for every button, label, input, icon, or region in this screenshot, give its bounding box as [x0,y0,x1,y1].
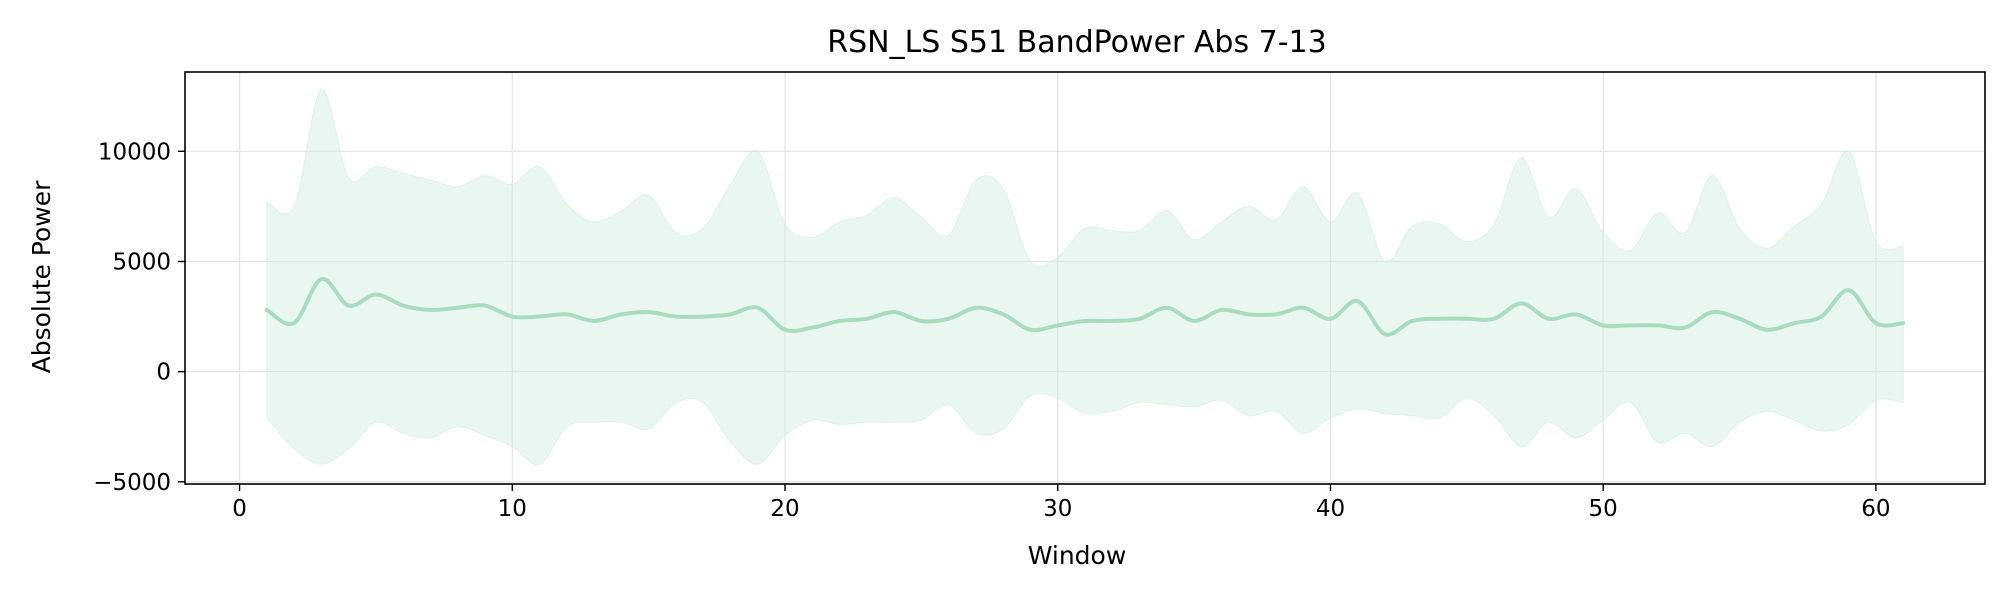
std-band [266,89,1904,466]
x-tick-label: 10 [498,496,527,522]
x-tick-label: 50 [1589,496,1618,522]
y-tick-label: −5000 [93,470,171,496]
y-axis-ticks: −5000 0 5000 10000 [93,139,185,496]
x-tick-label: 20 [770,496,799,522]
y-tick-label: 0 [156,360,171,386]
x-tick-label: 60 [1861,496,1890,522]
x-tick-label: 40 [1316,496,1345,522]
x-axis-label: Window [1028,541,1127,570]
mean-line [264,277,1906,337]
std-band-area [266,89,1904,466]
grid [185,72,1985,484]
x-tick-label: 0 [232,496,247,522]
y-tick-label: 10000 [98,139,171,165]
x-tick-label: 30 [1043,496,1072,522]
y-axis-label: Absolute Power [27,180,56,374]
y-tick-label: 5000 [112,249,171,275]
x-axis-ticks: 0 10 20 30 40 50 60 [232,484,1891,522]
chart-title: RSN_LS S51 BandPower Abs 7-13 [827,25,1326,60]
plot-frame [184,71,1986,485]
mean-series-line [264,277,1906,337]
